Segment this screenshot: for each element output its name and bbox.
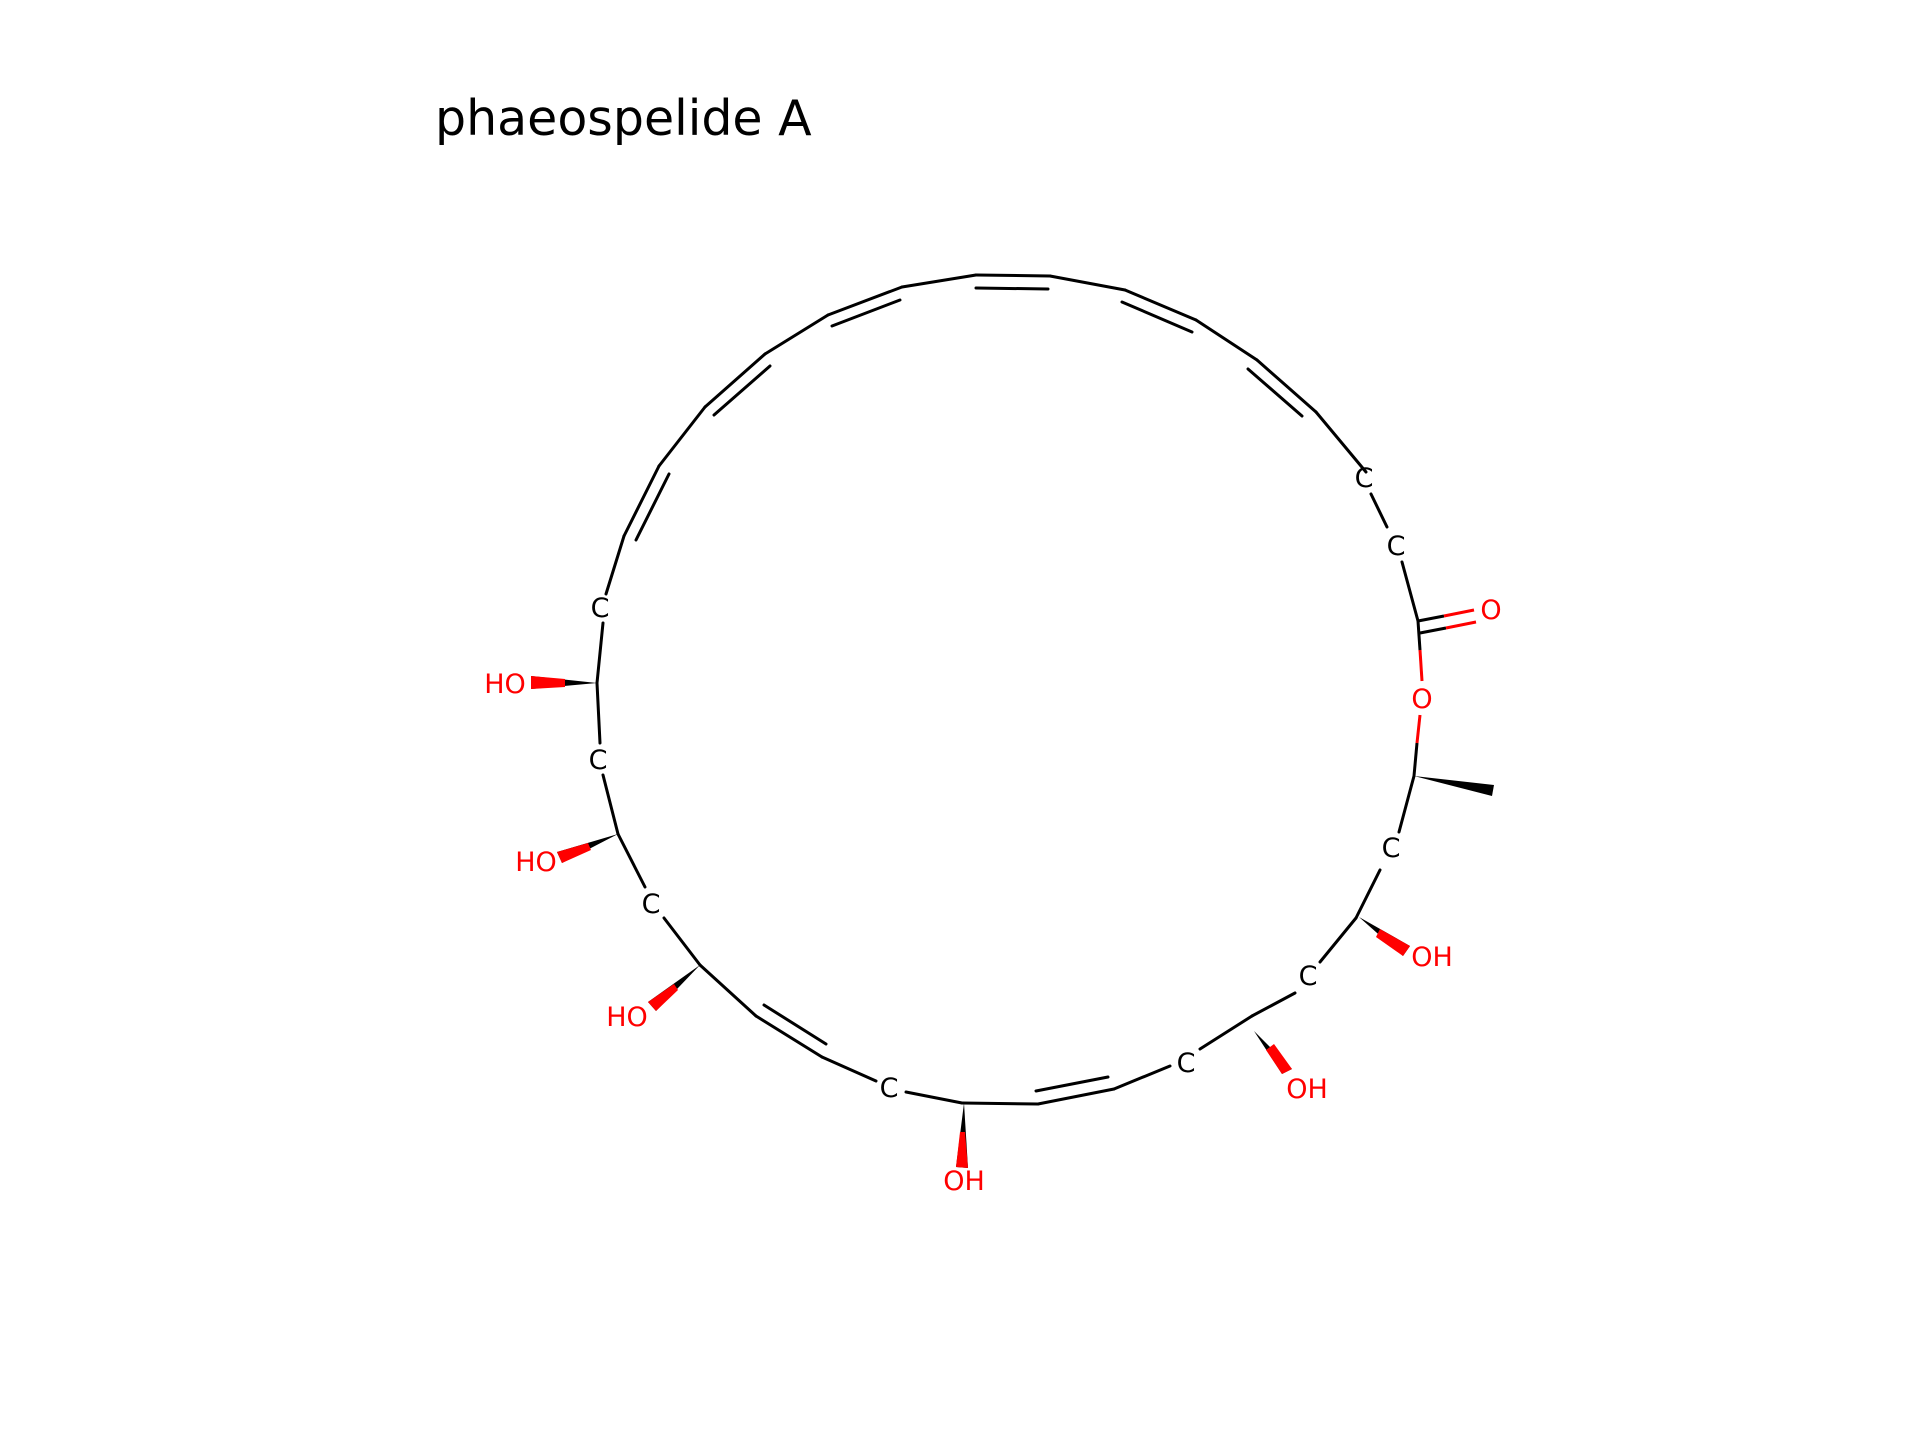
bond <box>1369 492 1389 529</box>
wedge-bonds <box>531 676 1494 1168</box>
methyl-wedge <box>1414 776 1494 796</box>
wedge-oh-right-1-red <box>1376 929 1410 956</box>
bond <box>826 285 904 317</box>
wedge-oh-left-2-red <box>557 843 591 863</box>
atom-oh: OH <box>1411 942 1453 973</box>
bond <box>1123 288 1198 322</box>
double-bond-inner <box>762 1003 828 1046</box>
bond <box>595 681 602 745</box>
bond <box>601 773 620 836</box>
bond <box>1318 916 1358 964</box>
bond <box>1416 619 1422 652</box>
bond <box>904 1090 964 1105</box>
atom-c: C <box>1382 833 1401 864</box>
atom-c: C <box>1177 1048 1196 1079</box>
bond <box>900 273 978 289</box>
double-bond-inner <box>974 286 1050 291</box>
carbonyl-bond-red <box>1443 608 1475 618</box>
bond <box>1255 358 1318 414</box>
atom-c: C <box>642 889 661 920</box>
atom-oh: OH <box>943 1166 985 1197</box>
carbonyl-bond-2 <box>1419 626 1447 635</box>
double-bond-inner <box>634 472 671 542</box>
atom-o: O <box>1480 595 1501 626</box>
oxygen-bonds <box>1412 608 1477 777</box>
atom-ho: HO <box>606 1002 648 1033</box>
bond <box>960 1101 1040 1106</box>
double-bond-inner <box>830 298 902 328</box>
bond <box>662 916 702 967</box>
carbonyl-bond <box>1417 614 1445 623</box>
atom-c: C <box>880 1073 899 1104</box>
bond <box>754 1014 824 1059</box>
wedge-oh-right-2-red <box>1266 1044 1292 1074</box>
bond <box>1397 774 1416 834</box>
double-bond-inner <box>1034 1075 1110 1093</box>
bond <box>657 405 707 468</box>
bond <box>1314 410 1368 474</box>
bond-o-c-black <box>1412 742 1419 777</box>
bond <box>698 963 758 1018</box>
wedge-oh-bottom-red <box>956 1132 968 1168</box>
bond <box>1194 318 1259 362</box>
atom-c: C <box>1387 531 1406 562</box>
bond <box>622 464 661 538</box>
atom-c: C <box>589 745 608 776</box>
bond <box>1250 991 1297 1018</box>
atom-o: O <box>1411 684 1432 715</box>
bond <box>763 313 830 356</box>
bond <box>1112 1064 1172 1091</box>
atom-labels: C C O O C OH C OH C OH C HO C HO C HO C <box>484 463 1501 1197</box>
double-bond-inner <box>1120 300 1194 334</box>
bond <box>1400 560 1420 623</box>
bond-o-c <box>1415 714 1422 744</box>
bond <box>604 534 626 596</box>
bond <box>820 1055 878 1083</box>
bond <box>974 273 1052 278</box>
bond <box>1048 274 1127 292</box>
carbonyl-bond-2-red <box>1445 620 1477 630</box>
bond <box>1354 868 1382 920</box>
bond-c-o <box>1418 649 1424 682</box>
bond <box>703 352 767 409</box>
double-bond-inner <box>1246 367 1304 418</box>
atom-ho: HO <box>515 847 557 878</box>
bond <box>1036 1087 1116 1106</box>
wedge-oh-left-3-red <box>648 984 678 1011</box>
atom-c: C <box>591 593 610 624</box>
bond <box>1198 1014 1254 1051</box>
atom-oh: OH <box>1286 1074 1328 1105</box>
ring-bonds <box>595 273 1422 1106</box>
wedge-oh-left-1-red <box>531 676 565 689</box>
bond <box>616 832 647 889</box>
double-bond-inner <box>712 364 772 417</box>
atom-c: C <box>1355 463 1374 494</box>
molecule-title: phaeospelide A <box>435 90 812 147</box>
atom-ho: HO <box>484 669 526 700</box>
atom-c: C <box>1299 961 1318 992</box>
bond <box>595 621 605 685</box>
